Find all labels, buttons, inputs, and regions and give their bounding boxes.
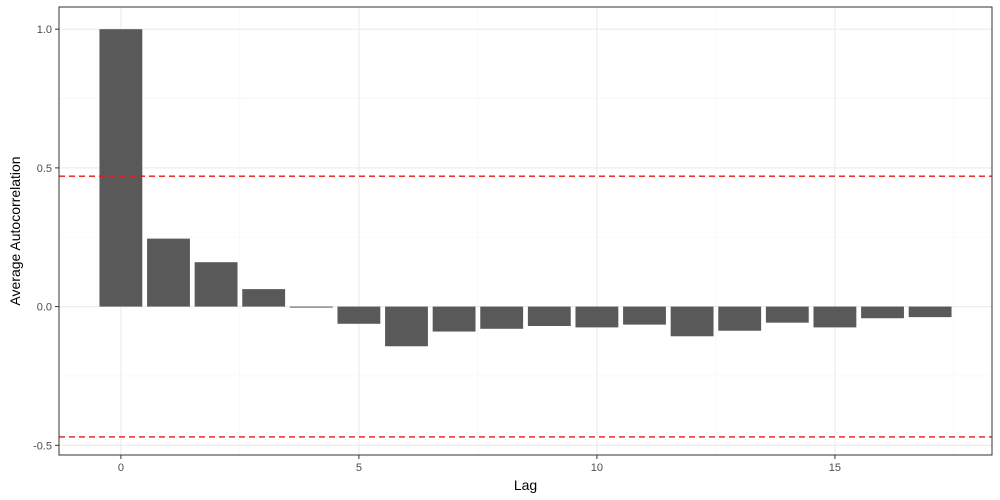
x-axis: 0 5 10 15: [118, 455, 841, 474]
bar-lag-12: [670, 306, 714, 337]
bar-lag-14: [765, 306, 809, 323]
bar-lag-6: [385, 306, 428, 347]
bar-lag-10: [575, 306, 619, 328]
confidence-bounds: [59, 175, 992, 438]
panel-background: [59, 7, 992, 455]
bar-lag-16: [861, 306, 904, 319]
bar-lag-13: [718, 306, 762, 331]
x-axis-title: Lag: [514, 477, 537, 493]
bars: [99, 29, 952, 347]
x-tick-label: 5: [356, 462, 362, 474]
bar-lag-1: [147, 238, 190, 307]
y-tick-label: 1.0: [37, 24, 52, 36]
y-axis-title: Average Autocorrelation: [7, 156, 23, 305]
y-tick-label: -0.5: [33, 440, 52, 452]
bar-lag-3: [242, 289, 286, 307]
x-tick-label: 0: [118, 462, 124, 474]
bar-lag-9: [527, 306, 571, 327]
x-tick-label: 15: [829, 462, 841, 474]
bar-lag-5: [337, 306, 381, 324]
y-tick-label: 0.5: [37, 163, 52, 175]
panel-border: [58, 6, 993, 456]
bar-lag-11: [623, 306, 666, 325]
y-tick-label: 0.0: [37, 302, 52, 314]
grid-minor: [59, 7, 992, 455]
bar-lag-2: [194, 262, 238, 307]
bar-lag-17: [908, 306, 952, 318]
bar-lag-15: [813, 306, 857, 328]
bar-lag-8: [480, 306, 524, 329]
bar-lag-4: [289, 306, 333, 308]
bar-lag-0: [99, 29, 143, 307]
x-tick-label: 10: [591, 462, 603, 474]
y-axis: -0.5 0.0 0.5 1.0: [33, 24, 59, 452]
bar-lag-7: [432, 306, 476, 332]
